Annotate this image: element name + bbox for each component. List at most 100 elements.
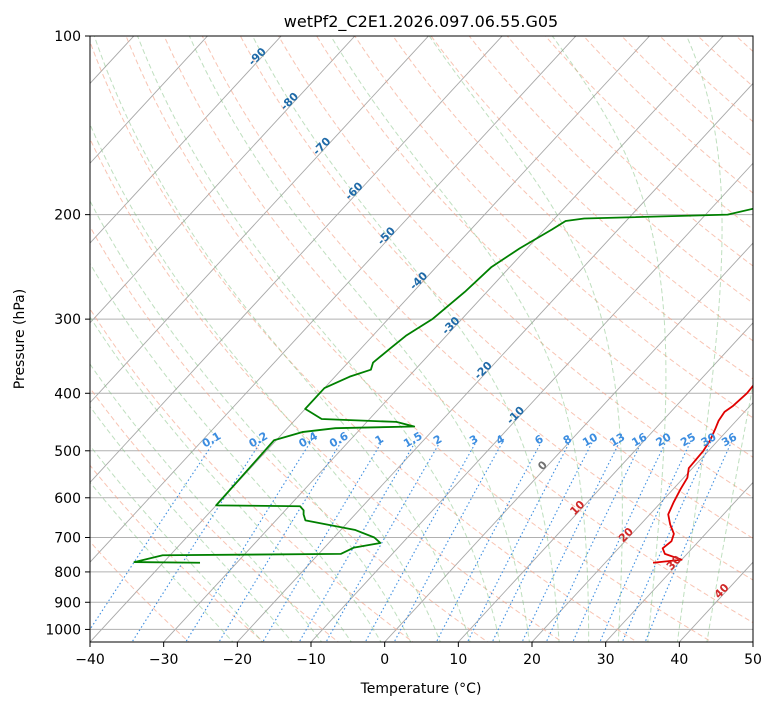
x-tick-label: 10: [449, 652, 467, 668]
isotherm-label: 10: [567, 498, 587, 518]
mixing-ratio-label: 10: [580, 430, 600, 449]
sounding-profiles: [133, 207, 753, 564]
pressure-gridlines: [90, 36, 753, 630]
y-axis-ticks: 100 200 300 400 500 600 700 800 900 1000: [45, 29, 90, 638]
isotherm-line: [90, 36, 209, 164]
isotherm-line: [90, 36, 651, 642]
isotherm-line: [163, 36, 724, 642]
isotherm-line: [605, 481, 753, 642]
y-tick-label: 700: [54, 531, 81, 547]
mixing-ratio-label: 20: [654, 430, 674, 449]
y-tick-label: 600: [54, 491, 81, 507]
moist-adiabat: [330, 36, 590, 642]
mixing-ratio-lines: [90, 439, 733, 642]
moist-adiabat: [90, 262, 382, 642]
dry-adiabat: [392, 36, 753, 380]
moist-adiabat: [188, 36, 530, 642]
chart-title: wetPf2_C2E1.2026.097.06.55.G05: [284, 12, 558, 32]
y-tick-label: 100: [54, 29, 81, 45]
isotherm-label: -80: [278, 90, 301, 113]
isotherm-label: -100: [211, 0, 240, 26]
isotherm-line: [90, 36, 430, 404]
mixing-ratio-line: [262, 439, 384, 642]
moist-adiabat-lines: [90, 36, 753, 642]
moist-adiabat: [93, 36, 471, 642]
mixing-ratio-line: [466, 440, 572, 642]
x-tick-label: −20: [223, 652, 253, 668]
dry-adiabat: [125, 36, 713, 642]
moist-adiabat: [90, 123, 441, 642]
isotherm-line: [531, 401, 753, 642]
mixing-ratio-line: [393, 440, 505, 642]
isotherm-label: -30: [439, 314, 462, 337]
moist-adiabat: [90, 405, 293, 642]
dry-adiabat: [468, 36, 753, 304]
dry-adiabat: [582, 36, 753, 194]
mixing-ratio-line: [599, 440, 692, 642]
y-tick-label: 200: [54, 208, 81, 224]
dry-adiabat: [201, 36, 753, 581]
mixing-ratio-label: 2: [431, 432, 444, 447]
x-tick-label: −40: [75, 652, 105, 668]
isoline-labels: 0.1 0.2 0.4 0.6 1 1.5 2 3 4 6 8 10 13 16 20 25 30 36-100-…: [200, 0, 740, 601]
moist-adiabat: [90, 363, 323, 642]
isotherm-label: -20: [472, 359, 495, 382]
dry-adiabat: [621, 36, 753, 158]
dry-adiabat: [544, 36, 753, 230]
isotherm-label: 20: [616, 525, 636, 545]
dry-adiabat: [735, 36, 753, 53]
moist-adiabat: [706, 382, 753, 642]
plot-frame: [89, 35, 754, 643]
mixing-ratio-line: [572, 440, 668, 642]
y-tick-label: 300: [54, 312, 81, 328]
isotherm-label: -40: [407, 269, 430, 292]
isotherm-label: -90: [246, 45, 269, 68]
moist-adiabat: [252, 36, 560, 642]
mixing-ratio-line: [185, 439, 313, 642]
x-tick-label: 30: [597, 652, 615, 668]
dry-adiabat-lines: [90, 23, 775, 645]
moist-adiabat: [551, 36, 667, 642]
mixing-ratio-label: 0.2: [247, 429, 270, 450]
mixing-ratio-line: [218, 439, 343, 642]
isotherm-line: [90, 36, 356, 324]
moist-adiabat: [137, 36, 501, 642]
y-tick-label: 500: [54, 444, 81, 460]
dry-adiabat: [760, 23, 775, 645]
x-tick-label: 20: [523, 652, 541, 668]
y-tick-label: 900: [54, 595, 81, 611]
temperature-profile-line: [652, 384, 753, 564]
mixing-ratio-line: [131, 439, 263, 642]
moist-adiabat: [676, 36, 723, 642]
x-tick-label: 40: [670, 652, 688, 668]
dry-adiabat: [90, 308, 414, 642]
mixing-ratio-line: [325, 439, 442, 642]
moist-adiabat: [428, 36, 623, 642]
isotherm-line: [310, 162, 753, 642]
y-tick-label: 800: [54, 565, 81, 581]
dry-adiabat: [277, 36, 753, 499]
y-axis-label: Pressure (hPa): [12, 289, 28, 389]
mixing-ratio-label: 0.6: [327, 429, 351, 450]
mixing-ratio-line: [545, 440, 643, 642]
mixing-ratio-label: 16: [630, 430, 650, 449]
moist-adiabat: [90, 199, 412, 642]
dry-adiabat: [697, 36, 753, 88]
dry-adiabat: [90, 137, 564, 642]
isotherm-label: 40: [712, 581, 732, 601]
isotherm-line: [236, 82, 753, 642]
dry-adiabat: [90, 387, 340, 642]
dry-adiabat: [90, 40, 638, 642]
mixing-ratio-line: [435, 440, 543, 642]
x-axis-label: Temperature (°C): [360, 681, 482, 697]
isotherm-line: [90, 36, 282, 244]
isotherm-line: [0, 9, 12, 654]
dewpoint-profile-line: [133, 207, 753, 564]
mixing-ratio-line: [644, 440, 733, 642]
moist-adiabat: [90, 316, 352, 642]
mixing-ratio-line: [298, 439, 417, 642]
moist-adiabat: [90, 481, 234, 642]
x-tick-label: 0: [380, 652, 389, 668]
dry-adiabat: [90, 225, 489, 642]
x-tick-label: −30: [149, 652, 179, 668]
